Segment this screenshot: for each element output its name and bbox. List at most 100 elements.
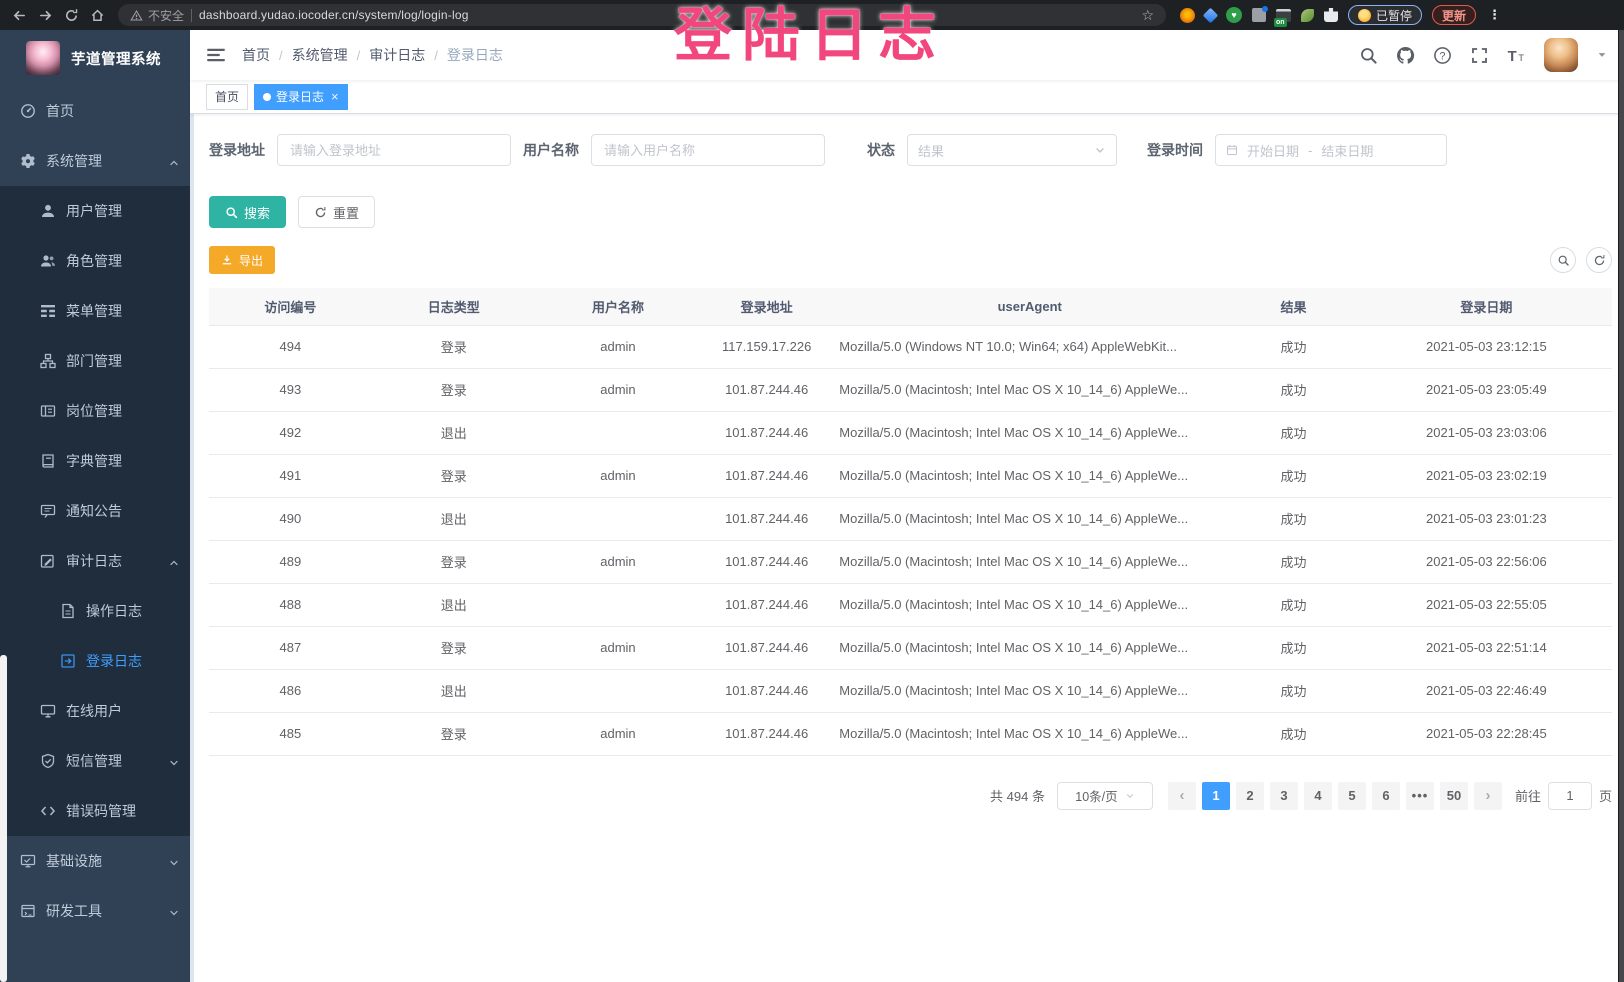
- tab-active[interactable]: 登录日志 ×: [254, 83, 348, 110]
- app-logo[interactable]: 芋道管理系统: [0, 30, 190, 86]
- grid-extension-icon[interactable]: [1252, 6, 1268, 22]
- heart-extension-icon[interactable]: ♥: [1226, 7, 1242, 23]
- download-icon: [221, 254, 233, 266]
- page-button[interactable]: 5: [1337, 781, 1366, 810]
- sidebar-item-online-users[interactable]: 在线用户: [0, 686, 190, 736]
- page-button[interactable]: 4: [1303, 781, 1332, 810]
- close-icon[interactable]: ×: [331, 89, 339, 104]
- sidebar-item-label: 在线用户: [66, 703, 122, 719]
- sidebar-item-user[interactable]: 用户管理: [0, 186, 190, 236]
- cell-type: 登录: [371, 540, 536, 584]
- cell-agent: Mozilla/5.0 (Macintosh; Intel Mac OS X 1…: [833, 411, 1227, 455]
- sidebar-item-login-log[interactable]: 登录日志: [0, 636, 190, 686]
- next-page-button[interactable]: ›: [1473, 781, 1502, 810]
- cell-ip: 101.87.244.46: [700, 368, 834, 412]
- table-row: 489 登录 admin 101.87.244.46 Mozilla/5.0 (Maci…: [209, 540, 1612, 584]
- page-button[interactable]: 6: [1371, 781, 1400, 810]
- address-input[interactable]: [277, 134, 511, 166]
- leaf-extension-icon[interactable]: [1301, 8, 1314, 22]
- orange-extension-icon[interactable]: [1180, 7, 1195, 23]
- breadcrumb-item[interactable]: 审计日志: [369, 47, 426, 63]
- page-size-select[interactable]: 10条/页: [1056, 781, 1153, 810]
- bookmark-star-icon[interactable]: ☆: [1141, 6, 1154, 23]
- refresh-button[interactable]: [1586, 247, 1612, 273]
- home-button[interactable]: [86, 4, 108, 26]
- address-bar[interactable]: 不安全 dashboard.yudao.iocoder.cn/system/lo…: [118, 4, 1166, 26]
- fullscreen-icon[interactable]: [1470, 46, 1489, 65]
- page-button[interactable]: 50: [1439, 781, 1468, 810]
- sidebar-item-post[interactable]: 岗位管理: [0, 386, 190, 436]
- search-icon[interactable]: [1359, 46, 1378, 65]
- page-size-value: 10条/页: [1075, 790, 1118, 804]
- chevron-down-icon: [168, 755, 180, 767]
- forward-button[interactable]: [34, 4, 56, 26]
- page-button[interactable]: 3: [1269, 781, 1298, 810]
- search-button-label: 搜索: [244, 205, 271, 221]
- sidebar-item-announcement[interactable]: 通知公告: [0, 486, 190, 536]
- goto-page-input[interactable]: [1547, 781, 1592, 810]
- pagination-total: 共 494 条: [990, 789, 1045, 804]
- cell-result: 成功: [1226, 325, 1361, 369]
- sidebar-item-dashboard[interactable]: 首页: [0, 86, 190, 136]
- login-log-table: 访问编号 日志类型 用户名称 登录地址 userAgent 结果 登录日期 494 登录 adm…: [209, 288, 1612, 756]
- sidebar-item-operation-log[interactable]: 操作日志: [0, 586, 190, 636]
- devtools-icon: [20, 903, 36, 919]
- chevron-down-icon[interactable]: [1596, 49, 1608, 61]
- breadcrumb-item[interactable]: 首页: [242, 47, 270, 63]
- toggle-search-button[interactable]: [1550, 247, 1576, 273]
- sidebar-item-org-tree[interactable]: 部门管理: [0, 336, 190, 386]
- app-frame: 芋道管理系统 首页 系统管理 用户管理 角色管理 菜单管理 部门管理 岗位管理 字典管理 通知公…: [0, 30, 1624, 982]
- security-label: 不安全: [148, 8, 185, 23]
- reset-button[interactable]: 重置: [298, 196, 376, 228]
- sidebar-item-error-code[interactable]: 错误码管理: [0, 786, 190, 836]
- cell-id: 486: [209, 669, 372, 713]
- github-icon[interactable]: [1396, 46, 1415, 65]
- username-input[interactable]: [591, 134, 825, 166]
- cell-user: admin: [535, 454, 701, 498]
- sidebar-item-roles[interactable]: 角色管理: [0, 236, 190, 286]
- cell-result: 成功: [1226, 669, 1361, 713]
- chevron-down-icon: [168, 905, 180, 917]
- avatar[interactable]: [1544, 38, 1578, 72]
- column-header: 日志类型: [371, 288, 536, 326]
- on-badge: on: [1274, 17, 1287, 27]
- sidebar-item-label: 岗位管理: [66, 403, 122, 419]
- export-button[interactable]: 导出: [209, 246, 276, 274]
- list-extension-icon[interactable]: on: [1274, 8, 1291, 27]
- status-select[interactable]: 结果: [907, 134, 1117, 166]
- prev-page-button[interactable]: ‹: [1167, 781, 1196, 810]
- sidebar-item-devtools[interactable]: 研发工具: [0, 886, 190, 936]
- sidebar-item-audit-log[interactable]: 审计日志: [0, 536, 190, 586]
- page-button[interactable]: 1: [1201, 781, 1230, 810]
- cell-date: 2021-05-03 23:12:15: [1360, 325, 1612, 369]
- paused-extension-badge[interactable]: 已暂停: [1348, 5, 1423, 25]
- sidebar-item-sms[interactable]: 短信管理: [0, 736, 190, 786]
- back-button[interactable]: [8, 4, 30, 26]
- page-ellipsis[interactable]: •••: [1405, 781, 1434, 810]
- search-button[interactable]: 搜索: [209, 196, 287, 228]
- puzzle-extension-icon[interactable]: [1324, 8, 1338, 22]
- reload-button[interactable]: [60, 4, 82, 26]
- hamburger-icon[interactable]: [206, 45, 226, 65]
- breadcrumb-item[interactable]: 系统管理: [291, 47, 348, 63]
- sidebar-item-menu-tree[interactable]: 菜单管理: [0, 286, 190, 336]
- page-button[interactable]: 2: [1235, 781, 1264, 810]
- tab-home[interactable]: 首页: [206, 83, 249, 110]
- cell-user: admin: [535, 368, 701, 412]
- update-badge[interactable]: 更新: [1432, 5, 1477, 25]
- sidebar-item-gear[interactable]: 系统管理: [0, 136, 190, 186]
- search-icon: [225, 206, 238, 219]
- sidebar-item-infra[interactable]: 基础设施: [0, 836, 190, 886]
- gem-extension-icon[interactable]: [1202, 7, 1219, 23]
- login-time-range-picker[interactable]: 开始日期 - 结束日期: [1215, 134, 1447, 166]
- browser-menu-icon[interactable]: ⋮: [1488, 7, 1502, 22]
- sidebar-item-label: 错误码管理: [66, 803, 136, 819]
- sidebar-scrollbar[interactable]: [0, 655, 7, 982]
- window-scrollbar[interactable]: [1618, 30, 1624, 982]
- cell-type: 退出: [371, 583, 536, 627]
- question-icon[interactable]: ?: [1433, 46, 1452, 65]
- sidebar-item-dict[interactable]: 字典管理: [0, 436, 190, 486]
- cell-id: 494: [209, 325, 372, 369]
